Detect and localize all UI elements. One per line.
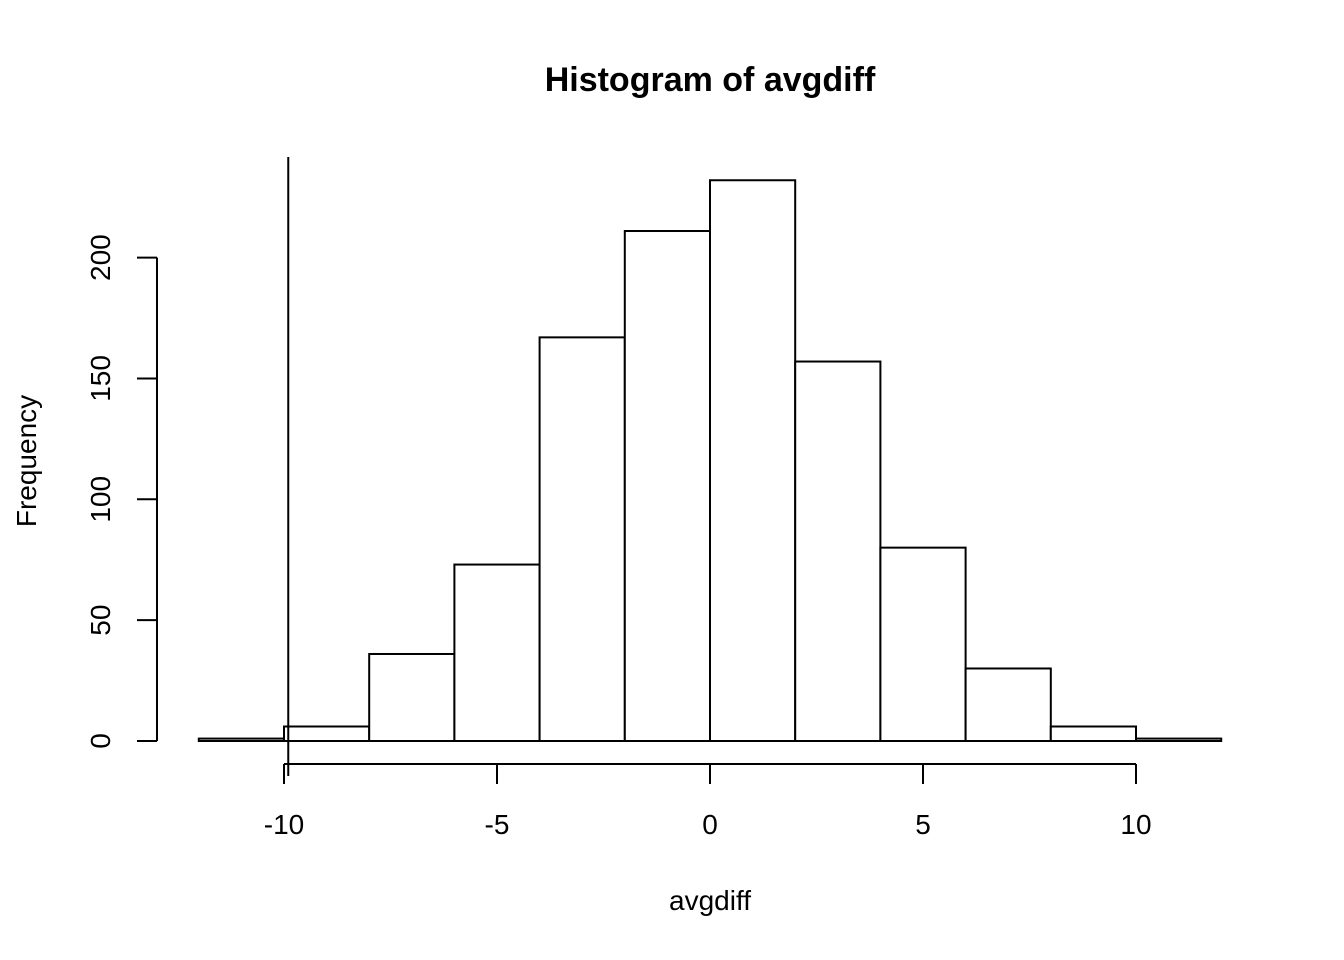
histogram-bar-11 — [1135, 737, 1223, 743]
y-tick-label-3: 150 — [85, 355, 116, 402]
y-tick-label-4: 200 — [85, 234, 116, 281]
histogram-bar-4 — [538, 336, 626, 742]
bars-group — [197, 179, 1223, 743]
x-axis-label: avgdiff — [669, 885, 751, 916]
x-tick-label-4: 10 — [1120, 809, 1151, 840]
histogram-bar-0 — [197, 737, 285, 743]
x-tick-label-1: -5 — [485, 809, 510, 840]
histogram-bar-3 — [453, 563, 541, 743]
y-axis-label: Frequency — [11, 395, 42, 527]
y-tick-label-2: 100 — [85, 476, 116, 523]
chart-title: Histogram of avgdiff — [545, 61, 876, 99]
y-tick-label-0: 0 — [85, 733, 116, 749]
histogram-bar-2 — [368, 652, 456, 742]
histogram-bar-5 — [623, 230, 711, 742]
histogram-bar-9 — [964, 667, 1052, 742]
y-tick-label-1: 50 — [85, 605, 116, 636]
x-tick-label-0: -10 — [264, 809, 304, 840]
x-tick-label-2: 0 — [702, 809, 718, 840]
histogram-bar-10 — [1049, 725, 1138, 742]
histogram-bar-7 — [794, 360, 882, 742]
x-axis: -10 -5 0 5 10 — [264, 763, 1152, 840]
y-axis: 0 50 100 150 200 — [85, 234, 158, 749]
histogram-bar-8 — [879, 546, 967, 743]
x-tick-label-3: 5 — [915, 809, 931, 840]
histogram-bar-6 — [709, 179, 797, 743]
histogram-bar-1 — [283, 725, 371, 742]
